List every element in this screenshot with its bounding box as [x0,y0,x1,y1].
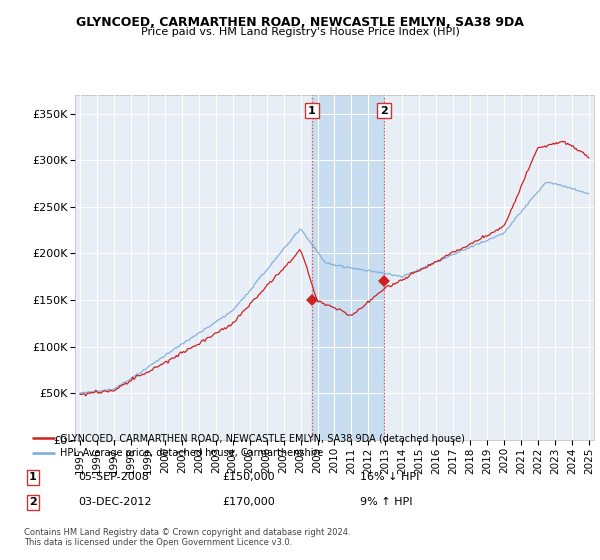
Text: GLYNCOED, CARMARTHEN ROAD, NEWCASTLE EMLYN, SA38 9DA (detached house): GLYNCOED, CARMARTHEN ROAD, NEWCASTLE EML… [60,433,465,444]
Text: £150,000: £150,000 [222,472,275,482]
Bar [312,95,384,440]
Text: This data is licensed under the Open Government Licence v3.0.: This data is licensed under the Open Gov… [24,538,292,547]
Text: 05-SEP-2008: 05-SEP-2008 [78,472,149,482]
Text: HPI: Average price, detached house, Carmarthenshire: HPI: Average price, detached house, Carm… [60,448,323,458]
Text: Contains HM Land Registry data © Crown copyright and database right 2024.: Contains HM Land Registry data © Crown c… [24,528,350,536]
Text: £170,000: £170,000 [222,497,275,507]
Text: 2: 2 [29,497,37,507]
Text: 03-DEC-2012: 03-DEC-2012 [78,497,151,507]
Text: 9% ↑ HPI: 9% ↑ HPI [360,497,413,507]
Text: Price paid vs. HM Land Registry's House Price Index (HPI): Price paid vs. HM Land Registry's House … [140,27,460,37]
Text: 2: 2 [380,106,388,116]
Text: 16% ↓ HPI: 16% ↓ HPI [360,472,419,482]
Text: GLYNCOED, CARMARTHEN ROAD, NEWCASTLE EMLYN, SA38 9DA: GLYNCOED, CARMARTHEN ROAD, NEWCASTLE EML… [76,16,524,29]
Text: 1: 1 [308,106,316,116]
Text: 1: 1 [29,472,37,482]
